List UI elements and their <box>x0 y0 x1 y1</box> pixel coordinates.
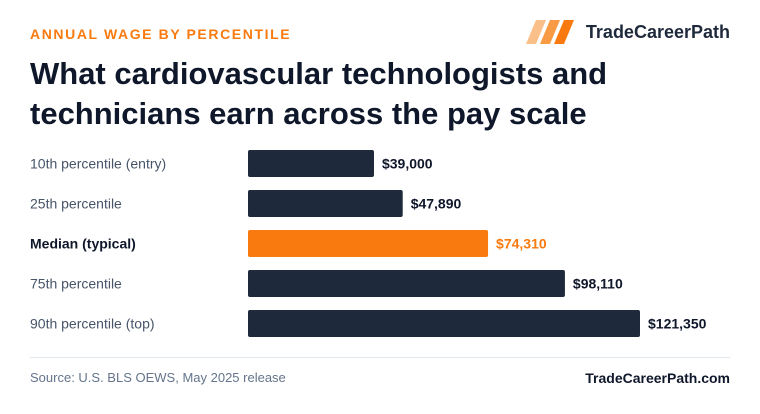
page-title: What cardiovascular technologists and te… <box>30 56 608 131</box>
bar <box>248 270 565 297</box>
bar-value-label: $47,890 <box>411 196 462 212</box>
category-label: 25th percentile <box>30 196 122 212</box>
brand-name: TradeCareerPath <box>585 21 730 42</box>
bar <box>248 310 640 337</box>
bar-value-label: $98,110 <box>573 276 623 292</box>
bar <box>248 190 403 217</box>
category-label: Median (typical) <box>30 236 136 252</box>
stripes-logo-icon <box>525 20 574 44</box>
brand[interactable]: TradeCareerPath <box>525 20 730 44</box>
bar <box>248 150 374 177</box>
divider <box>30 357 730 358</box>
bar <box>248 230 489 257</box>
bar-value-label: $121,350 <box>648 316 707 332</box>
bar-chart: 10th percentile (entry) $39,000 25th perce… <box>30 150 707 337</box>
bar-value-label: $74,310 <box>496 236 547 252</box>
source-note: Source: U.S. BLS OEWS, May 2025 release <box>30 370 286 385</box>
bar-value-label: $39,000 <box>382 156 433 172</box>
site-link[interactable]: TradeCareerPath.com <box>585 370 730 386</box>
category-label: 10th percentile (entry) <box>30 156 166 172</box>
chart-kicker: ANNUAL WAGE BY PERCENTILE <box>30 26 292 42</box>
category-label: 75th percentile <box>30 276 122 292</box>
category-label: 90th percentile (top) <box>30 316 155 332</box>
